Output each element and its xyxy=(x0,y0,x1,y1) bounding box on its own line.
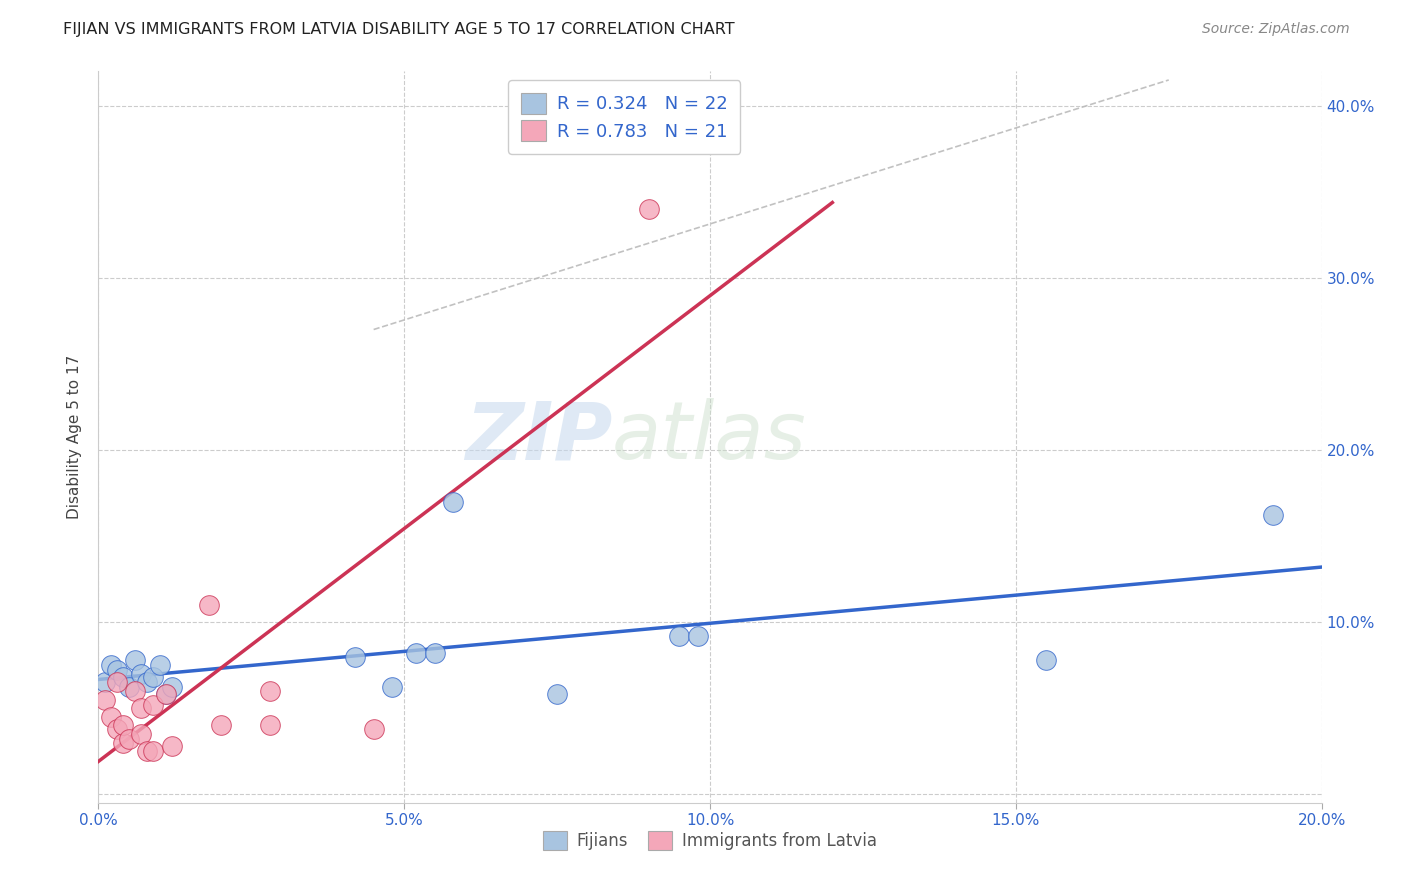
Point xyxy=(136,744,159,758)
Point xyxy=(118,681,141,695)
Text: ZIP: ZIP xyxy=(465,398,612,476)
Text: FIJIAN VS IMMIGRANTS FROM LATVIA DISABILITY AGE 5 TO 17 CORRELATION CHART: FIJIAN VS IMMIGRANTS FROM LATVIA DISABIL… xyxy=(63,22,735,37)
Point xyxy=(100,710,122,724)
Point xyxy=(546,687,568,701)
Y-axis label: Disability Age 5 to 17: Disability Age 5 to 17 xyxy=(67,355,83,519)
Point xyxy=(344,649,367,664)
Point xyxy=(118,732,141,747)
Point xyxy=(124,653,146,667)
Point xyxy=(111,735,134,749)
Point xyxy=(136,675,159,690)
Point xyxy=(129,727,152,741)
Point xyxy=(209,718,232,732)
Point xyxy=(129,666,152,681)
Point xyxy=(93,675,115,690)
Point xyxy=(1035,653,1057,667)
Text: atlas: atlas xyxy=(612,398,807,476)
Point xyxy=(381,681,404,695)
Point xyxy=(142,698,165,712)
Point xyxy=(155,687,177,701)
Point xyxy=(197,598,219,612)
Point xyxy=(105,675,128,690)
Point xyxy=(111,718,134,732)
Point xyxy=(93,692,115,706)
Point xyxy=(142,744,165,758)
Point xyxy=(129,701,152,715)
Point xyxy=(259,718,281,732)
Point xyxy=(160,739,183,753)
Legend: Fijians, Immigrants from Latvia: Fijians, Immigrants from Latvia xyxy=(537,824,883,856)
Point xyxy=(405,646,427,660)
Point xyxy=(637,202,661,216)
Point xyxy=(100,658,122,673)
Point xyxy=(160,681,183,695)
Point xyxy=(1261,508,1284,523)
Point xyxy=(155,687,177,701)
Point xyxy=(441,494,464,508)
Point xyxy=(124,684,146,698)
Point xyxy=(105,722,128,736)
Point xyxy=(142,670,165,684)
Point xyxy=(423,646,446,660)
Text: Source: ZipAtlas.com: Source: ZipAtlas.com xyxy=(1202,22,1350,37)
Point xyxy=(259,684,281,698)
Point xyxy=(363,722,385,736)
Point xyxy=(105,663,128,677)
Point xyxy=(668,629,690,643)
Point xyxy=(111,670,134,684)
Point xyxy=(149,658,172,673)
Point xyxy=(686,629,709,643)
